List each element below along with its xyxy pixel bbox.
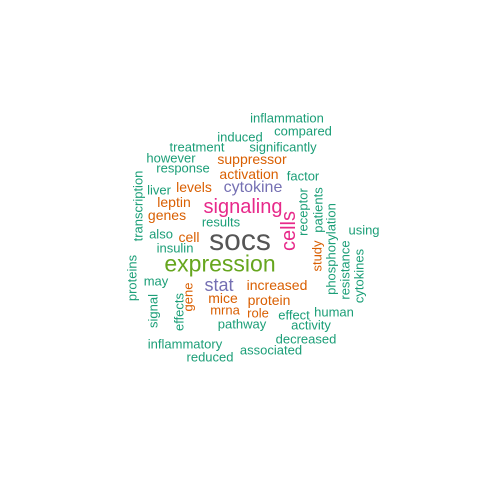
word-role: role — [247, 305, 269, 321]
word-associated: associated — [239, 342, 303, 358]
word-induced: induced — [217, 129, 263, 145]
word-protein: protein — [247, 292, 291, 308]
word-activation: activation — [219, 166, 279, 182]
word-stat: stat — [204, 275, 234, 295]
word-receptor: receptor — [295, 188, 311, 236]
word-effect: effect — [278, 307, 310, 323]
word-genes: genes — [147, 207, 187, 223]
word-pathway: pathway — [217, 316, 267, 332]
word-study: study — [309, 240, 325, 272]
word-significantly: significantly — [249, 139, 317, 155]
word-cytokines: cytokines — [351, 248, 367, 304]
word-cytokine: cytokine — [223, 179, 283, 196]
word-phosphorylation: phosphorylation — [323, 203, 339, 295]
word-human: human — [314, 304, 354, 320]
word-may: may — [143, 273, 169, 289]
word-proteins: proteins — [124, 254, 140, 302]
word-resistance: resistance — [337, 240, 353, 300]
word-effects: effects — [171, 292, 187, 332]
word-reduced: reduced — [186, 349, 234, 365]
word-mice: mice — [208, 290, 238, 306]
word-response: response — [156, 160, 210, 176]
word-suppressor: suppressor — [217, 151, 287, 167]
word-transcription: transcription — [130, 170, 146, 242]
word-inflammatory: inflammatory — [147, 336, 223, 352]
word-leptin: leptin — [157, 194, 191, 210]
word-signaling: signaling — [203, 196, 283, 218]
word-cell: cell — [178, 229, 200, 245]
word-mrna: mrna — [210, 302, 240, 318]
word-results: results — [201, 214, 241, 230]
word-decreased: decreased — [275, 331, 337, 347]
word-increased: increased — [246, 277, 308, 293]
word-levels: levels — [176, 179, 212, 195]
word-also: also — [149, 226, 173, 242]
word-liver: liver — [147, 182, 171, 198]
word-compared: compared — [274, 123, 332, 139]
word-inflammation: inflammation — [250, 110, 324, 126]
word-using: using — [348, 222, 380, 238]
word-expression: expression — [164, 250, 276, 277]
word-treatment: treatment — [169, 139, 225, 155]
word-however: however — [146, 150, 196, 166]
word-socs: socs — [209, 224, 271, 257]
word-insulin: insulin — [156, 240, 194, 256]
word-factor: factor — [286, 168, 320, 184]
word-signal: signal — [145, 294, 161, 328]
word-activity: activity — [291, 317, 331, 333]
